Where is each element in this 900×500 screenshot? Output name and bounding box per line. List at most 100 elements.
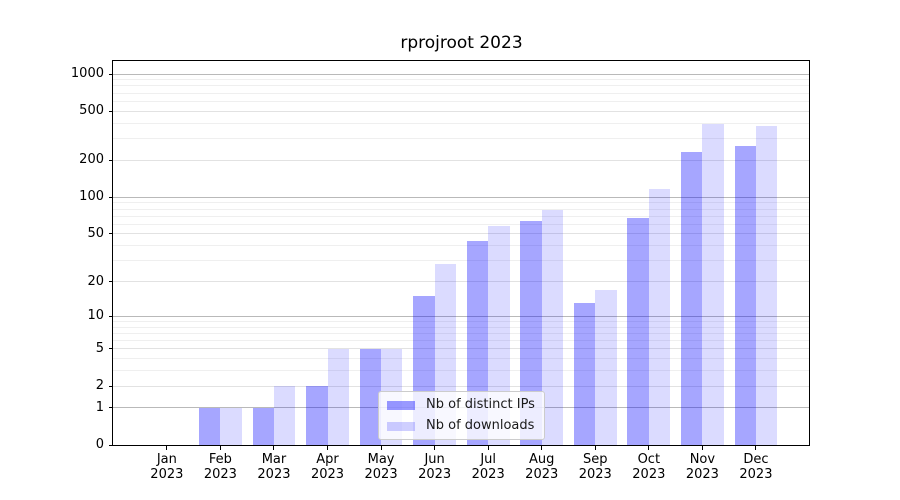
bar	[327, 348, 349, 445]
major-gridline	[113, 348, 809, 350]
x-tick-label: Apr 2023	[296, 452, 360, 482]
x-tick-mark	[701, 446, 703, 450]
minor-gridline	[113, 202, 809, 204]
minor-gridline	[113, 245, 809, 247]
x-tick-year: 2023	[203, 467, 237, 482]
y-tick-label: 5	[95, 340, 104, 356]
y-tick-label: 100	[79, 189, 104, 205]
y-tick-label: 1	[95, 399, 104, 415]
y-tick-mark	[109, 385, 113, 387]
y-tick-label: 2	[95, 378, 104, 393]
minor-gridline	[113, 92, 809, 94]
x-tick-label: Aug 2023	[510, 452, 574, 482]
x-tick-label: Feb 2023	[188, 452, 252, 482]
y-tick-label: 200	[79, 152, 104, 168]
y-tick-mark	[109, 159, 113, 161]
bar	[541, 210, 564, 445]
x-tick-month: May	[367, 452, 395, 467]
x-tick-year: 2023	[685, 467, 719, 482]
y-tick-label: 0	[95, 437, 104, 452]
bar	[488, 226, 510, 445]
x-tick-label: Oct 2023	[617, 452, 681, 482]
x-tick-month: Oct	[637, 452, 661, 467]
y-tick-mark	[109, 348, 113, 350]
minor-gridline	[113, 340, 809, 341]
bar	[573, 303, 596, 445]
x-tick-year: 2023	[310, 467, 345, 482]
plot-area	[112, 60, 810, 446]
x-tick-mark	[273, 446, 275, 450]
bar	[627, 218, 649, 445]
y-tick-mark	[109, 315, 113, 317]
minor-gridline	[113, 326, 809, 328]
legend-item: Nb of downloads	[387, 418, 535, 434]
minor-gridline	[113, 260, 809, 262]
x-tick-month: Mar	[261, 452, 287, 467]
bar	[648, 188, 671, 445]
legend-item: Nb of distinct IPs	[387, 397, 535, 413]
x-tick-year: 2023	[257, 467, 291, 482]
x-tick-label: Jan 2023	[135, 452, 199, 482]
minor-gridline	[113, 332, 809, 334]
x-tick-year: 2023	[418, 467, 452, 482]
major-gridline	[113, 159, 809, 161]
bar	[273, 386, 296, 445]
bar	[359, 348, 382, 445]
minor-gridline	[113, 122, 809, 124]
bar	[520, 220, 542, 445]
minor-gridline	[113, 79, 809, 81]
x-tick-month: Feb	[208, 452, 232, 467]
x-tick-year: 2023	[150, 467, 184, 482]
y-tick-mark	[109, 196, 113, 198]
major-gridline	[113, 315, 809, 317]
y-tick-label: 500	[79, 103, 104, 119]
bar	[220, 407, 242, 445]
legend-swatch-downloads	[387, 421, 415, 431]
x-tick-mark	[219, 446, 221, 450]
x-tick-month: Nov	[689, 452, 716, 467]
bar	[680, 151, 703, 445]
x-tick-label: Sep 2023	[563, 452, 627, 482]
x-tick-mark	[755, 446, 757, 450]
bar	[595, 289, 617, 445]
x-tick-month: Jul	[480, 452, 497, 467]
x-tick-month: Jan	[156, 452, 177, 467]
x-tick-label: Dec 2023	[724, 452, 788, 482]
bar	[306, 386, 328, 445]
y-tick-label: 10	[87, 308, 104, 324]
major-gridline	[113, 385, 809, 387]
y-tick-label: 20	[87, 273, 104, 289]
legend-label: Nb of downloads	[426, 418, 535, 433]
minor-gridline	[113, 320, 809, 322]
legend-label: Nb of distinct IPs	[426, 397, 535, 412]
minor-gridline	[113, 370, 809, 372]
x-tick-label: Jun 2023	[403, 452, 467, 482]
bar	[755, 125, 778, 445]
x-tick-year: 2023	[632, 467, 666, 482]
minor-gridline	[113, 100, 809, 102]
bar	[702, 123, 724, 445]
x-tick-month: Sep	[583, 452, 608, 467]
minor-gridline	[113, 215, 809, 217]
x-tick-year: 2023	[471, 467, 505, 482]
x-tick-mark	[166, 446, 168, 450]
legend: Nb of distinct IPs Nb of downloads	[378, 391, 545, 440]
x-tick-month: Jun	[424, 452, 445, 467]
x-tick-year: 2023	[739, 467, 773, 482]
minor-gridline	[113, 208, 809, 210]
minor-gridline	[113, 223, 809, 225]
legend-swatch-distinct-ips	[387, 400, 415, 410]
major-gridline	[113, 110, 809, 112]
x-tick-mark	[434, 446, 436, 450]
x-tick-month: Apr	[316, 452, 339, 467]
y-tick-mark	[109, 110, 113, 112]
x-tick-mark	[648, 446, 650, 450]
minor-gridline	[113, 138, 809, 140]
bar	[252, 407, 274, 445]
major-gridline	[113, 73, 809, 75]
x-tick-label: May 2023	[349, 452, 413, 482]
major-gridline	[113, 233, 809, 235]
y-tick-mark	[109, 73, 113, 75]
y-tick-mark	[109, 407, 113, 409]
